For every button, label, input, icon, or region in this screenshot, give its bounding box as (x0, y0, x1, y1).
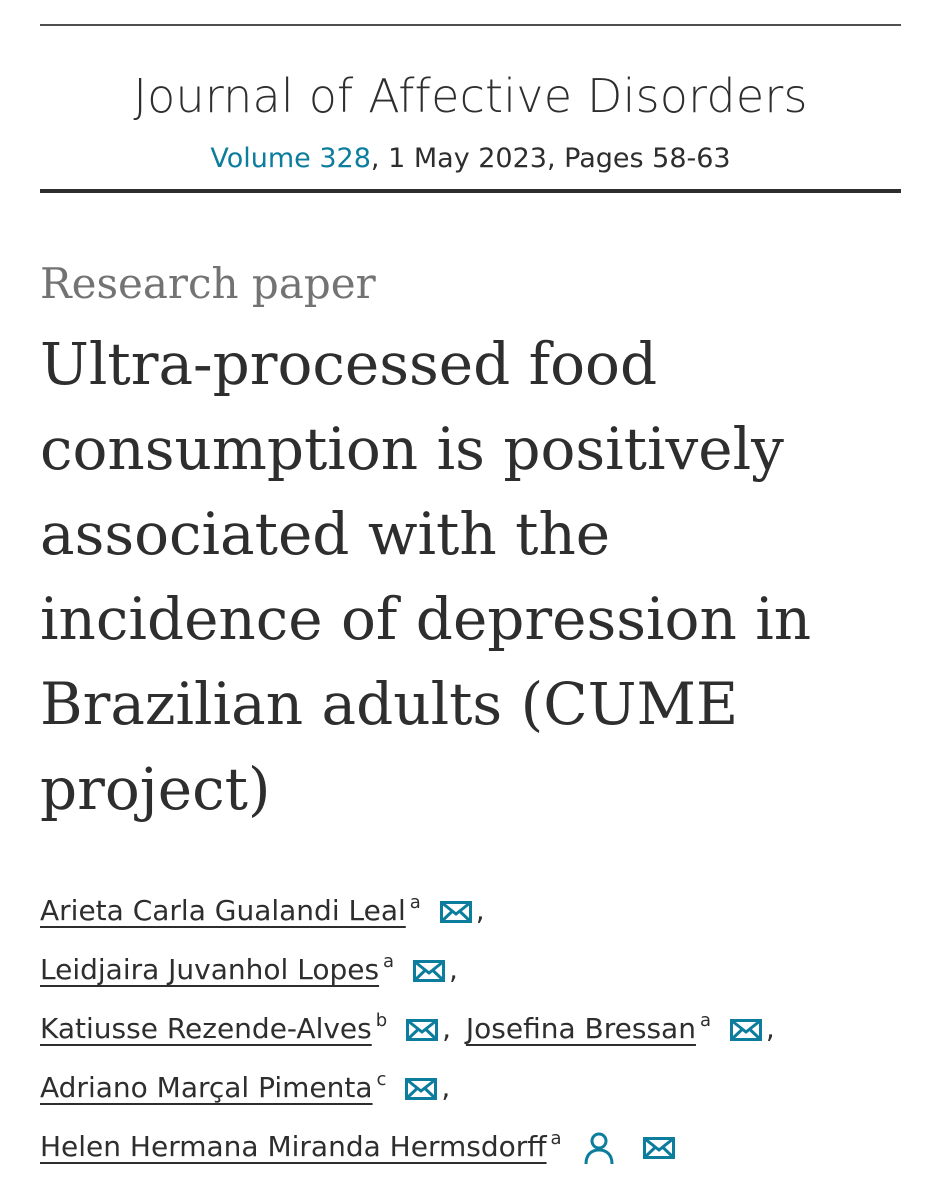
separator: , (765, 1012, 775, 1045)
separator: , (442, 1012, 451, 1045)
separator: , (441, 1071, 451, 1104)
author-link[interactable]: Katiusse Rezende-Alves (40, 1012, 372, 1045)
affiliation-marker: a (383, 951, 395, 972)
author-list: Arieta Carla Gualandi Leal a , Leidjaira … (40, 878, 920, 1173)
envelope-icon[interactable] (643, 1137, 676, 1159)
envelope-icon[interactable] (412, 960, 445, 982)
author-link[interactable]: Helen Hermana Miranda Hermsdorff (40, 1130, 547, 1163)
author-line: Arieta Carla Gualandi Leal a , (40, 878, 920, 937)
envelope-icon[interactable] (406, 1019, 439, 1041)
article-title: Ultra-processed food consumption is posi… (40, 330, 812, 823)
author-link[interactable]: Leidjaira Juvanhol Lopes (40, 953, 380, 986)
person-icon[interactable] (584, 1131, 614, 1165)
author-line: Adriano Marçal Pimenta c , (40, 1055, 920, 1114)
affiliation-marker: a (699, 1010, 711, 1031)
envelope-icon[interactable] (729, 1019, 762, 1041)
envelope-icon[interactable] (405, 1078, 438, 1100)
top-divider (40, 24, 901, 26)
header-divider (40, 189, 901, 193)
separator: , (475, 894, 485, 927)
affiliation-marker: b (375, 1010, 388, 1031)
article-type: Research paper (40, 259, 376, 308)
envelope-icon[interactable] (439, 901, 472, 923)
journal-title[interactable]: Journal of Affective Disorders (133, 69, 808, 123)
issue-details: , 1 May 2023, Pages 58-63 (370, 143, 731, 174)
affiliation-marker: a (409, 892, 421, 913)
author-link[interactable]: Adriano Marçal Pimenta (40, 1071, 373, 1104)
affiliation-marker: a (550, 1128, 562, 1149)
separator: , (448, 953, 458, 986)
issue-info: Volume 328, 1 May 2023, Pages 58-63 (0, 140, 941, 178)
author-line: Leidjaira Juvanhol Lopes a , (40, 937, 920, 996)
affiliation-marker: c (376, 1069, 387, 1090)
author-line: Helen Hermana Miranda Hermsdorff a (40, 1114, 920, 1173)
volume-link[interactable]: Volume 328 (210, 143, 371, 174)
author-link[interactable]: Josefina Bressan (465, 1012, 696, 1045)
author-line: Katiusse Rezende-Alves b , Josefina Bress… (40, 996, 920, 1055)
author-link[interactable]: Arieta Carla Gualandi Leal (40, 894, 406, 927)
